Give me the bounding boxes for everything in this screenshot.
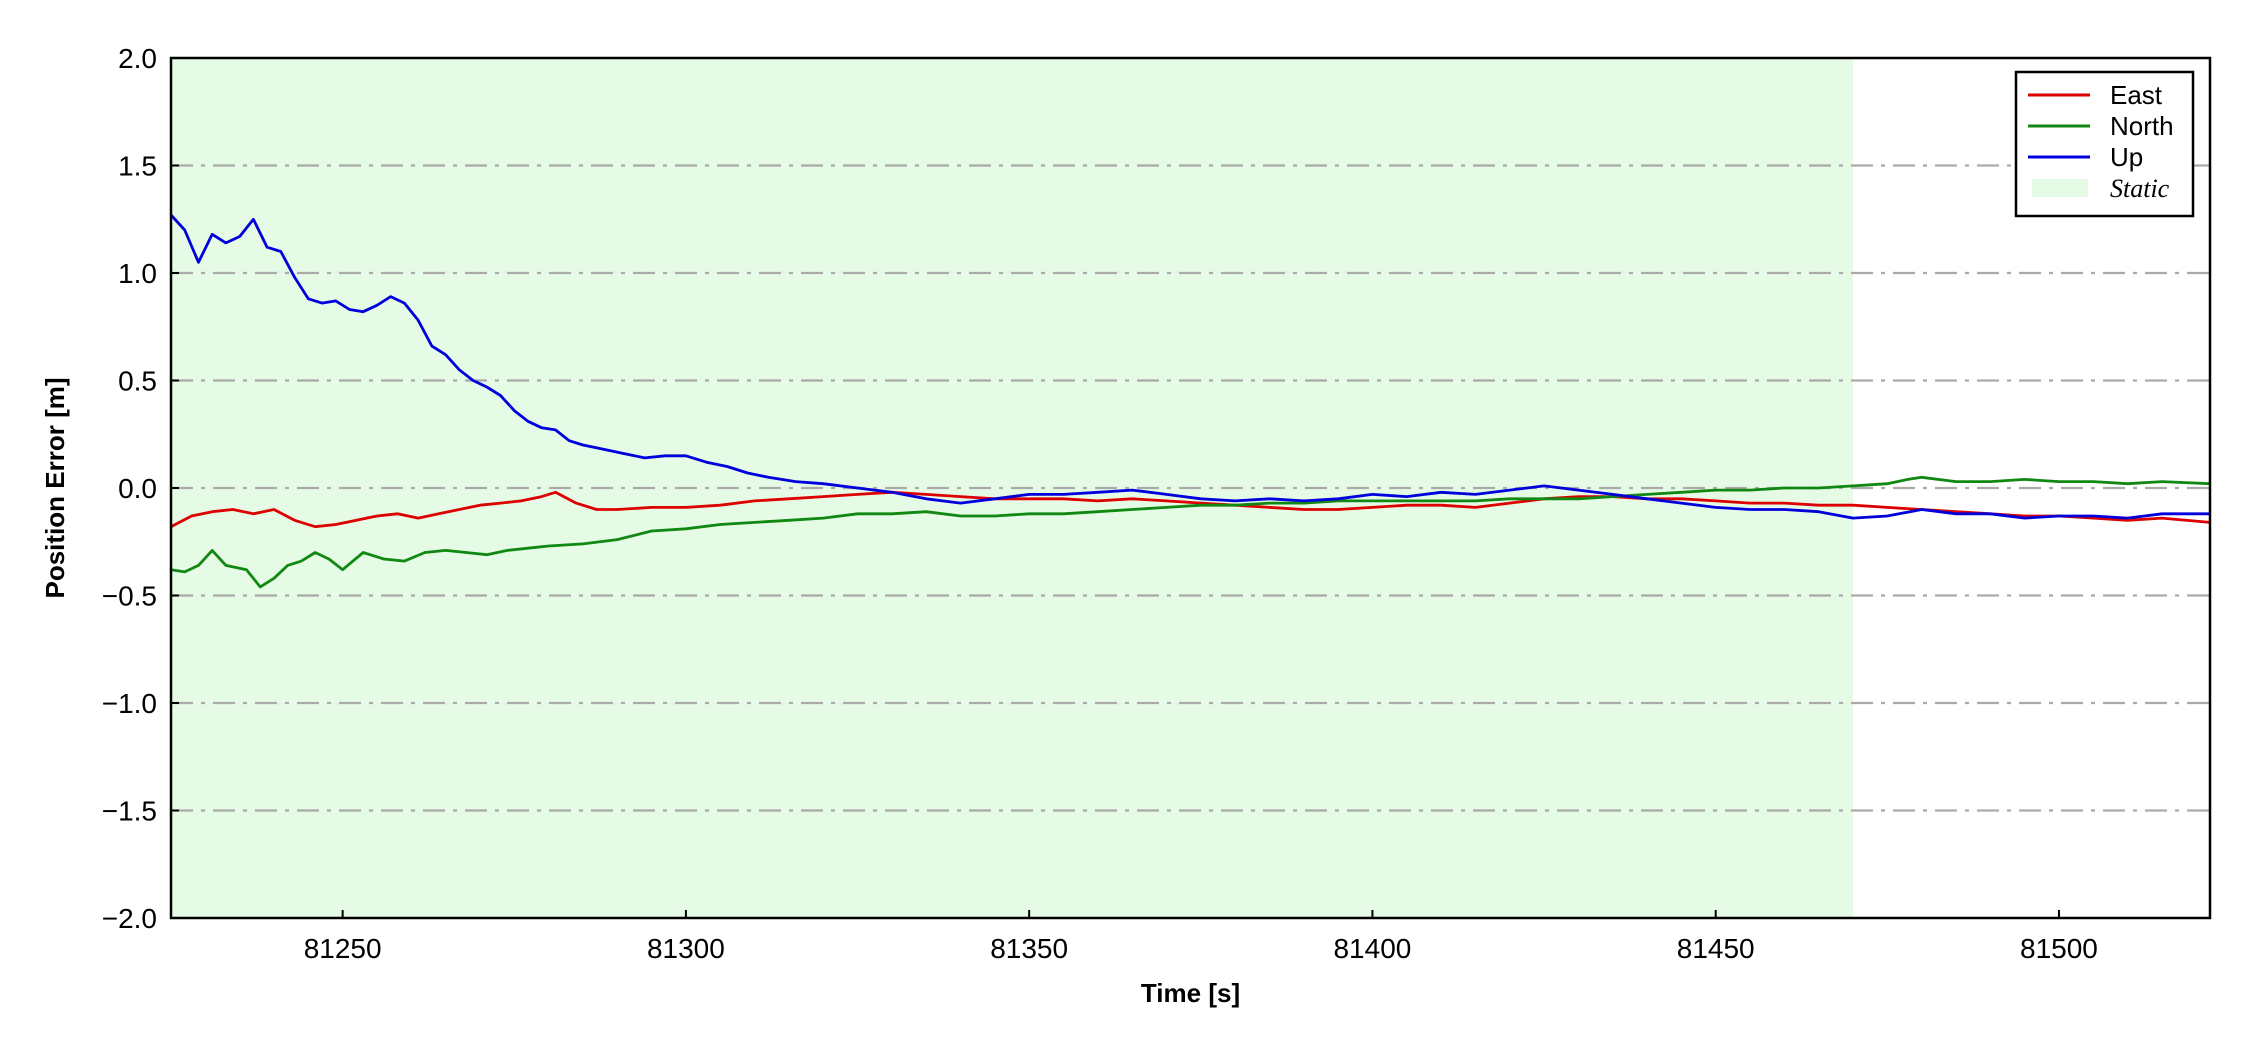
series-line-north [171,475,2210,589]
y-tick-label: 0.5 [118,366,157,397]
y-tick-label: 0.0 [118,473,157,504]
y-tick-label: 2.0 [118,43,157,74]
legend-label-north: North [2110,111,2174,141]
x-axis-label: Time [s] [1141,978,1240,1008]
x-tick-label: 81300 [647,933,725,964]
x-tick-label: 81500 [2020,933,2098,964]
y-tick-label: −2.0 [102,903,157,934]
plot-area [171,58,2210,918]
legend-swatch-static [2032,179,2088,197]
y-tick-label: −0.5 [102,581,157,612]
y-axis-label: Position Error [m] [40,377,70,598]
x-tick-label: 81250 [304,933,382,964]
series-line-up [171,214,2210,520]
legend-label-up: Up [2110,142,2143,172]
y-tick-label: −1.5 [102,796,157,827]
series-line-east [171,490,2210,529]
axes: −2.0 −1.5 −1.0 −0.5 0.0 0.5 1.0 1.5 2.0 81250 8130… [102,43,2212,964]
legend-label-static: Static [2110,174,2170,203]
legend-label-east: East [2110,80,2163,110]
y-tick-label: 1.0 [118,258,157,289]
x-tick-label: 81350 [990,933,1068,964]
x-tick-label: 81400 [1333,933,1411,964]
y-tick-label: −1.0 [102,688,157,719]
x-tick-label: 81450 [1677,933,1755,964]
y-tick-label: 1.5 [118,151,157,182]
